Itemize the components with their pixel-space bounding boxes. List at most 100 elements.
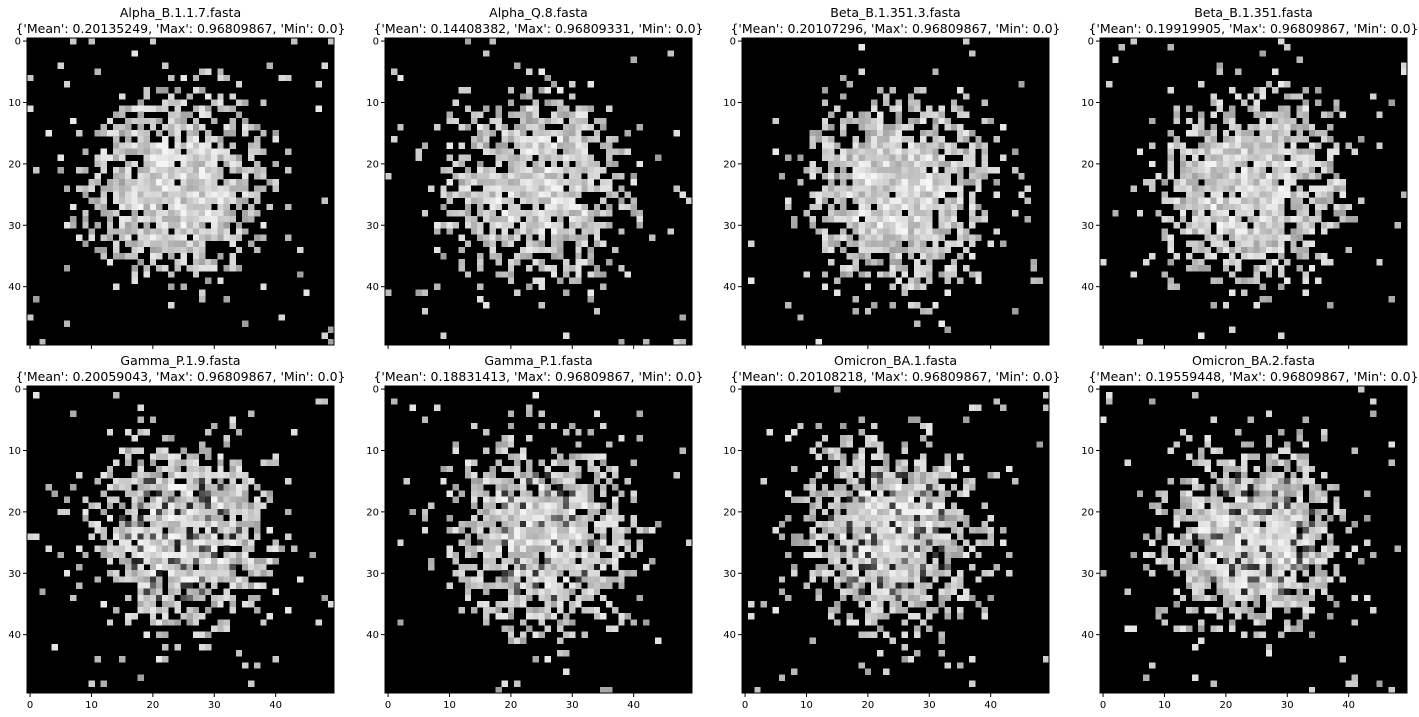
heatmap-cell [464,533,472,540]
heatmap-cell [119,539,126,546]
heatmap-cell [217,68,224,76]
heatmap-cell [920,570,927,577]
heatmap-cell [470,142,478,149]
heatmap-cell [520,160,527,168]
heatmap-cell [827,447,835,454]
heatmap-cell [797,496,804,503]
heatmap-cell [507,582,515,589]
heatmap-cell [834,527,841,534]
heatmap-cell [1210,521,1217,528]
heatmap-cell [489,203,496,211]
heatmap-cell [772,148,780,155]
heatmap-cell [883,521,890,528]
heatmap-cell [532,508,539,516]
heatmap-cell [149,117,157,125]
axes-frame [741,37,1050,346]
heatmap-cell [198,191,206,198]
heatmap-cell [217,471,224,479]
heatmap-cell [1006,570,1013,577]
heatmap-cell [630,619,637,626]
heatmap-cell [94,173,101,180]
heatmap-cell [174,130,181,137]
heatmap-cell [131,160,138,168]
heatmap-cell [581,234,588,241]
heatmap-cell [1198,216,1205,223]
x-tick-label: 40 [627,700,640,711]
heatmap-cell [1036,441,1044,448]
heatmap-cell [1271,209,1279,217]
heatmap-cell [1247,197,1254,205]
heatmap-cell [1265,130,1273,137]
heatmap-cell [1284,185,1291,192]
heatmap-cell [229,564,237,571]
heatmap-cell [1241,459,1248,467]
heatmap-cell [569,619,576,626]
heatmap-cell [477,539,484,546]
heatmap-cell [889,185,896,192]
heatmap-cell [477,209,484,217]
heatmap-cell [1253,508,1260,516]
heatmap-cell [162,508,169,516]
heatmap-cell [852,308,859,315]
heatmap-cell [501,521,509,528]
heatmap-cell [1284,478,1291,485]
heatmap-cell [569,582,576,589]
heatmap-cell [877,490,884,497]
heatmap-cell [241,600,249,608]
heatmap-cell [88,680,95,688]
heatmap-cell [791,668,798,675]
heatmap-cell [599,271,607,278]
heatmap-cell [1253,191,1260,198]
heatmap-cell [186,154,194,162]
heatmap-cell [186,564,194,571]
heatmap-cell [858,117,866,125]
heatmap-cell [563,459,570,467]
heatmap-cell [174,148,181,155]
heatmap-cell [907,191,915,198]
heatmap-cell [877,117,884,125]
heatmap-cell [1192,222,1199,229]
heatmap-cell [180,252,187,260]
heatmap-cell [507,490,515,497]
heatmap-cell [100,246,108,254]
heatmap-cell [149,533,157,540]
heatmap-cell [852,557,859,565]
heatmap-cell [575,148,582,155]
heatmap-cell [870,453,878,460]
heatmap-cell [119,130,126,137]
heatmap-cell [1296,130,1303,137]
heatmap-cell [883,471,890,479]
heatmap-cell [1222,502,1230,510]
heatmap-cell [211,502,218,510]
heatmap-cell [137,490,144,497]
heatmap-cell [532,656,539,663]
axes-frame [741,385,1050,694]
heatmap-cell [754,686,761,694]
heatmap-cell [1222,478,1230,485]
heatmap-cell [618,551,625,559]
heatmap-cell [1302,545,1310,553]
heatmap-cell [186,130,194,137]
heatmap-cell [1241,289,1248,297]
heatmap-cell [125,203,132,211]
heatmap-cell [913,551,921,559]
heatmap-cell [827,166,835,174]
heatmap-cell [938,514,945,522]
panel-title: Omicron_BA.1.fasta [834,353,957,368]
heatmap-cell [581,607,588,614]
heatmap-cell [950,99,958,106]
heatmap-cell [1173,179,1181,186]
heatmap-cell [526,435,533,442]
heatmap-cell [180,564,187,571]
heatmap-cell [889,490,896,497]
heatmap-cell [889,564,896,571]
heatmap-cell [526,197,533,205]
heatmap-cell [532,179,539,186]
heatmap-cell [913,582,921,589]
heatmap-cell [192,478,200,485]
heatmap-cell [1247,527,1254,534]
heatmap-cell [1278,502,1285,510]
heatmap-cell [162,142,169,149]
heatmap-cell [809,539,816,546]
heatmap-cell [211,99,218,106]
